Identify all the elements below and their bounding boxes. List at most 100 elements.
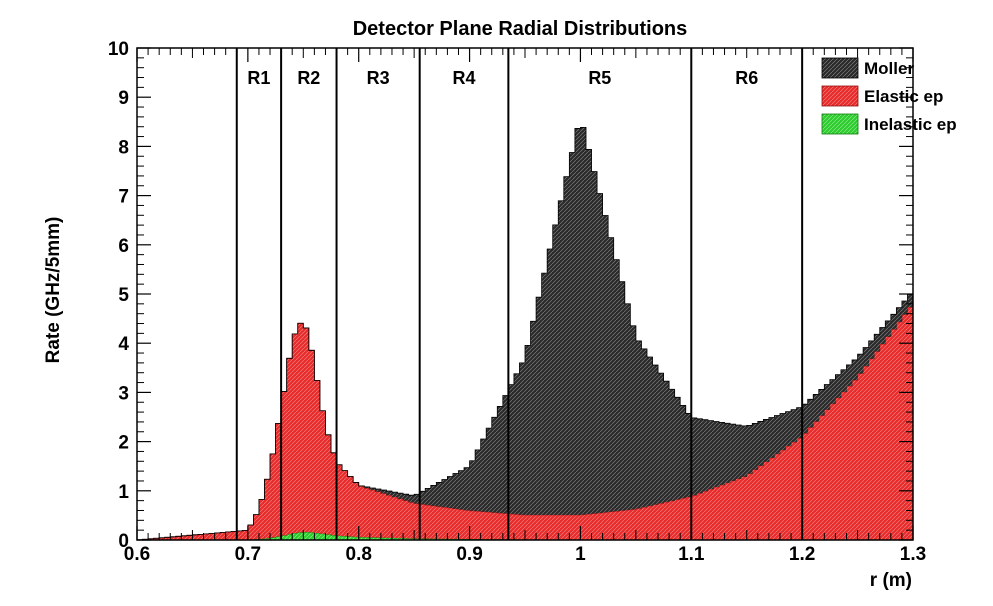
x-tick-label: 1.1 [678,544,705,565]
bar-elastic-ep [181,535,188,540]
bar-elastic-ep [752,469,759,540]
bar-elastic-ep [214,532,221,540]
bar-moller [508,384,515,514]
bar-moller [536,297,542,515]
bar-elastic-ep [824,409,831,540]
bar-moller [452,473,459,509]
y-tick-label: 4 [118,334,129,355]
bar-elastic-ep [730,480,736,540]
bar-moller [569,152,576,515]
bar-elastic-ep [530,514,537,540]
bar-elastic-ep [807,427,814,540]
bar-moller [680,405,687,499]
bar-elastic-ep [624,509,631,540]
bar-elastic-ep [569,514,576,540]
bar-moller [391,492,398,497]
bar-moller [403,494,409,501]
bar-elastic-ep [840,391,847,540]
series-moller [137,127,914,541]
bar-moller [630,325,637,510]
region-label-r5: R5 [588,68,611,88]
bar-elastic-ep [574,514,581,540]
bar-moller [541,273,548,515]
bar-moller [696,418,703,494]
bar-moller [774,415,781,454]
bar-elastic-ep [585,514,592,540]
bar-elastic-ep [225,531,232,540]
bar-moller [530,321,537,515]
bar-elastic-ep [669,500,675,540]
bar-moller [464,467,470,511]
x-axis-ticks: 0.6 0.7 0.8 0.9 1 1.1 1.2 1.3 [124,48,926,565]
legend-swatch-moller [821,57,859,79]
bar-elastic-ep [353,482,360,537]
bar-moller [818,389,825,416]
bar-elastic-ep [613,511,620,540]
bar-moller [414,494,420,504]
bar-moller [791,409,797,443]
bar-elastic-ep [186,535,193,540]
bar-inelastic-ep [364,537,371,540]
bar-moller [519,362,526,515]
bar-elastic-ep [818,415,825,540]
bar-elastic-ep [175,536,182,540]
bar-inelastic-ep [375,537,382,540]
bar-moller [840,369,847,392]
bar-elastic-ep [813,421,820,540]
bar-elastic-ep [325,434,332,535]
bar-elastic-ep [541,514,548,540]
bar-moller [475,449,481,512]
bar-elastic-ep [220,532,226,540]
bar-elastic-ep [663,501,670,540]
bar-elastic-ep [779,449,786,540]
bar-inelastic-ep [342,536,348,540]
bar-elastic-ep [314,380,321,533]
bar-elastic-ep [264,479,271,539]
x-tick-label: 0.8 [346,544,372,565]
bar-moller [585,149,592,515]
bar-elastic-ep [369,489,376,538]
bar-elastic-ep [635,508,642,540]
bar-elastic-ep [342,470,348,537]
bar-elastic-ep [696,493,703,540]
y-tick-label: 6 [118,236,129,257]
bar-inelastic-ep [319,533,326,540]
bar-moller [796,407,803,439]
bar-elastic-ep [209,533,215,540]
bar-elastic-ep [403,500,409,539]
bar-elastic-ep [646,505,653,540]
bar-moller [408,495,415,503]
bar-elastic-ep [513,514,520,540]
bar-moller [868,340,875,359]
bar-moller [602,215,609,513]
bar-elastic-ep [890,329,897,540]
bar-moller [802,404,808,434]
bar-moller [785,411,792,447]
bar-moller [591,171,598,514]
bar-moller [386,491,393,496]
bar-moller [491,417,498,513]
bar-inelastic-ep [397,538,404,540]
bar-moller [658,373,664,504]
bar-elastic-ep [835,397,842,540]
bar-moller [879,327,886,344]
x-tick-label: 1.2 [789,544,815,565]
bar-moller [469,460,476,511]
y-tick-label: 2 [118,433,129,454]
bar-moller [486,428,493,513]
bar-moller [813,394,820,422]
bar-inelastic-ep [275,536,282,540]
y-tick-label: 0 [118,531,129,552]
bar-inelastic-ep [380,537,387,540]
bar-elastic-ep [275,423,282,537]
bar-elastic-ep [425,504,432,539]
bar-elastic-ep [735,478,742,540]
bar-elastic-ep [536,514,542,540]
bar-elastic-ep [674,499,681,540]
bar-elastic-ep [558,514,565,540]
bar-elastic-ep [724,482,731,540]
bar-elastic-ep [441,507,448,539]
bar-moller [441,479,448,508]
bar-elastic-ep [768,457,775,540]
bar-elastic-ep [153,538,160,540]
